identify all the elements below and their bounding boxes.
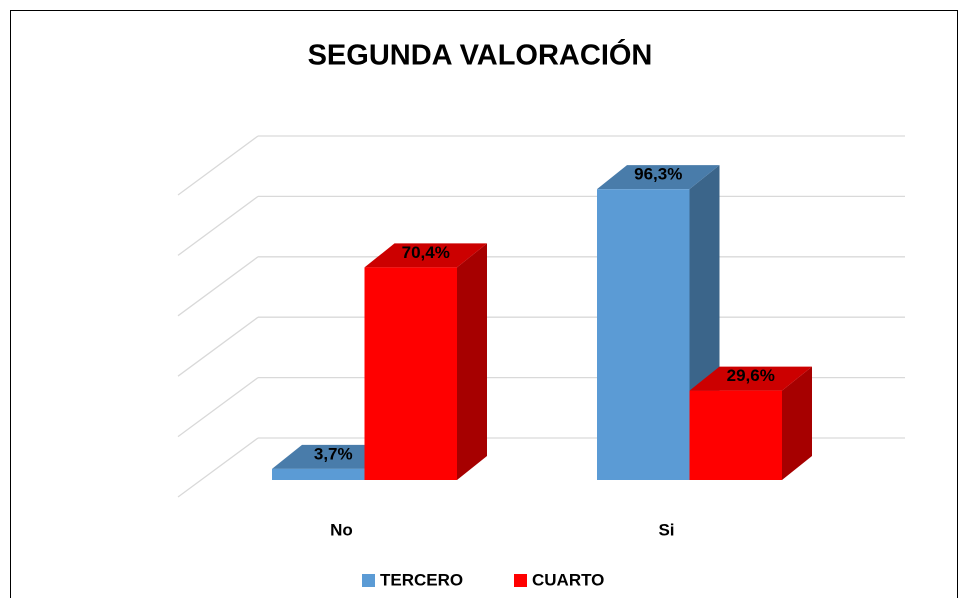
bar-top [272, 444, 395, 469]
x-tick-label: No [330, 520, 353, 539]
x-tick-label: Si [658, 520, 674, 539]
bar [689, 390, 782, 480]
legend-label: TERCERO [380, 570, 463, 589]
grid-line-side [177, 195, 259, 256]
data-label: 70,4% [402, 243, 450, 262]
grid-line-side [177, 135, 259, 196]
data-label: 29,6% [727, 366, 775, 385]
legend-label: CUARTO [532, 570, 604, 589]
grid-line-side [177, 437, 259, 498]
legend-swatch [362, 574, 375, 587]
bar-top [689, 366, 812, 391]
bar-top [597, 165, 720, 190]
chart-title: SEGUNDA VALORACIÓN [308, 38, 653, 72]
data-label: 3,7% [314, 444, 353, 463]
bar [597, 189, 690, 480]
bar [364, 267, 457, 480]
data-label: 96,3% [634, 165, 682, 184]
legend-swatch [514, 574, 527, 587]
grid-line-side [177, 256, 259, 317]
bar [272, 468, 365, 480]
grid-line-side [177, 316, 259, 377]
bar-side [457, 243, 487, 480]
bar-side [782, 366, 812, 480]
grid-line-side [177, 377, 259, 438]
bar-top [364, 243, 487, 268]
